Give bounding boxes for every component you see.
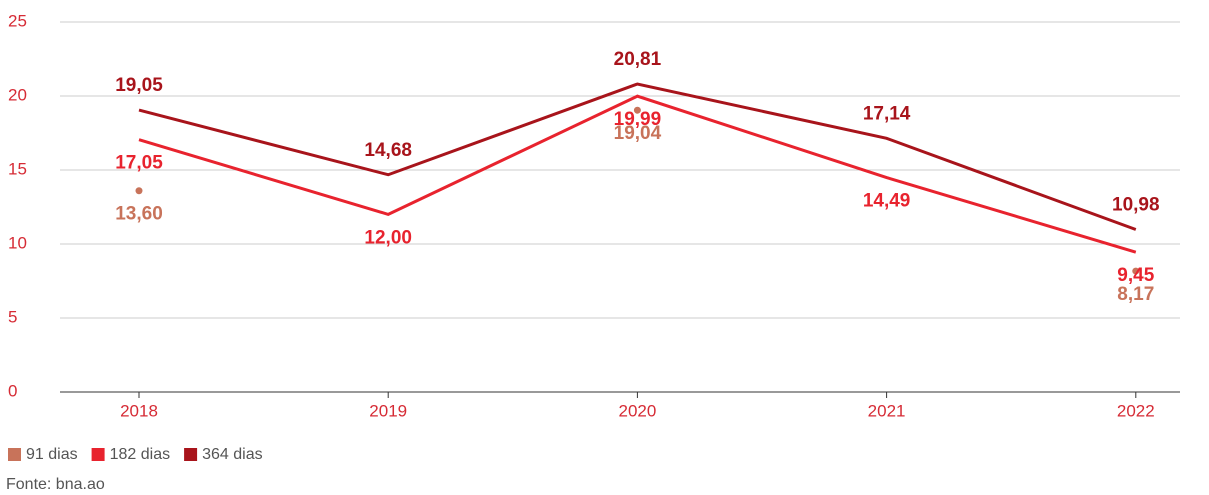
value-label: 19,99 <box>614 109 662 130</box>
value-label: 17,05 <box>115 153 163 174</box>
value-label: 9,45 <box>1117 265 1154 286</box>
dot <box>1132 267 1140 275</box>
value-label: 13,60 <box>115 204 163 225</box>
legend-label: 182 dias <box>110 446 171 463</box>
y-tick-label: 10 <box>8 233 27 252</box>
value-label: 10,98 <box>1112 195 1160 216</box>
legend-swatch <box>8 448 21 461</box>
value-label: 14,49 <box>863 191 911 212</box>
legend-label: 364 dias <box>202 446 263 463</box>
value-label: 19,04 <box>614 123 662 144</box>
value-label: 20,81 <box>614 49 662 70</box>
x-tick-label: 2021 <box>868 401 906 420</box>
line <box>138 82 1137 231</box>
x-tick-label: 2020 <box>618 401 656 420</box>
x-tick-label: 2022 <box>1117 401 1155 420</box>
y-tick-label: 25 <box>8 11 27 30</box>
value-label: 12,00 <box>364 227 412 248</box>
value-label: 14,68 <box>364 140 412 161</box>
dot <box>633 106 641 114</box>
legend-label: 91 dias <box>26 446 78 463</box>
source: Fonte: bna.ao <box>6 476 105 493</box>
x-tick-label: 2019 <box>369 401 407 420</box>
y-tick-label: 0 <box>8 381 17 400</box>
dot <box>135 187 143 195</box>
y-tick-label: 20 <box>8 85 27 104</box>
x-tick-label: 2018 <box>120 401 158 420</box>
legend-swatch <box>184 448 198 461</box>
legend-swatch <box>91 448 105 461</box>
value-label: 19,05 <box>115 75 163 96</box>
value-label: 8,17 <box>1117 284 1154 305</box>
y-tick-label: 15 <box>8 159 27 178</box>
value-label: 17,14 <box>863 103 911 124</box>
y-tick-label: 5 <box>8 307 17 326</box>
line <box>138 94 1137 254</box>
